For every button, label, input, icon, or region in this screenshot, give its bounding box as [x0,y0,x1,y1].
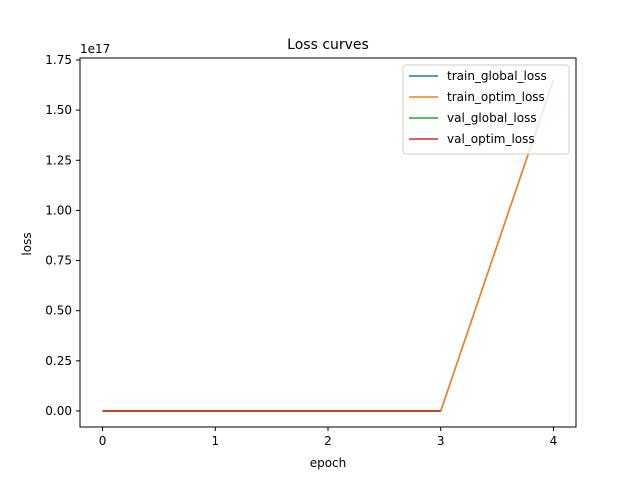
x-axis-label: epoch [310,456,347,470]
y-tick-label: 0.00 [45,404,72,418]
y-tick-label: 1.00 [45,203,72,217]
x-tick-label: 1 [211,434,219,448]
legend: train_global_loss train_optim_loss val_glo… [402,64,570,155]
y-tick-label: 0.25 [45,354,72,368]
y-ticks: 0.00 0.25 0.50 0.75 1.00 1.25 1.50 1.75 [45,53,80,418]
legend-label-val-optim-loss: val_optim_loss [447,132,535,146]
chart-title: Loss curves [287,37,369,53]
series-layer [102,79,555,412]
y-tick-label: 0.50 [45,304,72,318]
x-ticks: 0 1 2 3 4 [99,427,558,448]
y-tick-label: 1.50 [45,103,72,117]
x-tick-label: 4 [550,434,558,448]
x-tick-label: 2 [324,434,332,448]
y-offset-label: 1e17 [80,42,110,56]
x-tick-label: 0 [99,434,107,448]
legend-label-train-optim-loss: train_optim_loss [447,90,545,104]
x-tick-label: 3 [437,434,445,448]
y-tick-label: 1.25 [45,153,72,167]
legend-label-val-global-loss: val_global_loss [447,111,537,125]
legend-box [402,64,570,155]
y-tick-label: 0.75 [45,254,72,268]
y-tick-label: 1.75 [45,53,72,67]
legend-label-train-global-loss: train_global_loss [447,69,547,83]
y-axis-label: loss [20,232,34,255]
